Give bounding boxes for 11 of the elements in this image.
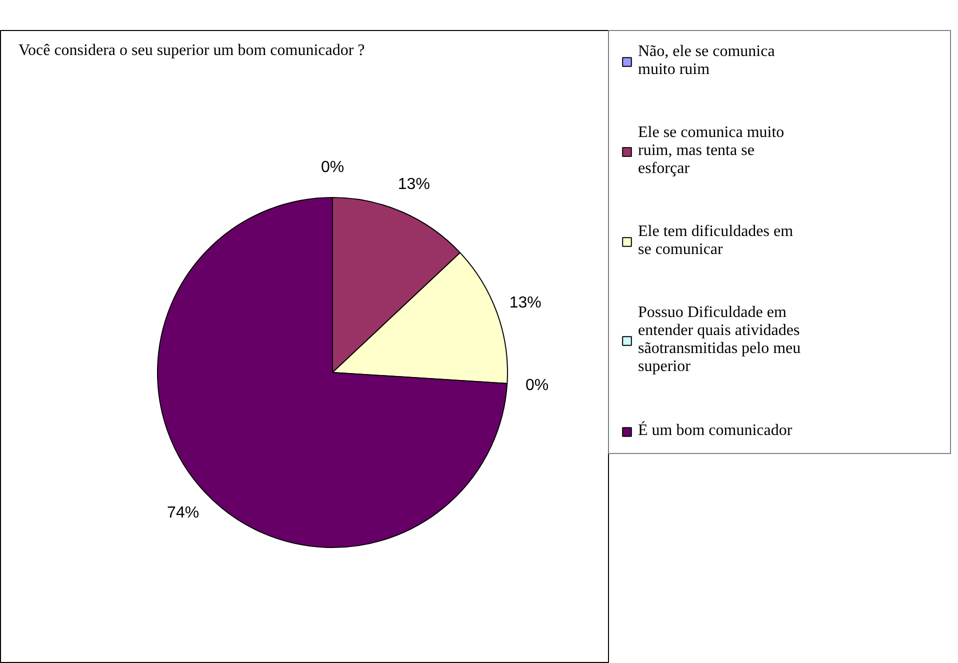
- legend-label: É um bom comunicador: [638, 421, 794, 441]
- text: 0%: [320, 159, 344, 176]
- text: 0%: [526, 376, 549, 394]
- data-label: 13%: [509, 294, 542, 312]
- legend-label: Não, ele se comunica muito ruim: [638, 43, 776, 79]
- text: Você considera o seu superior um bom comunicador ?: [18, 42, 365, 59]
- legend-label: Possuo Dificuldade em entender quais atividades sãotransmitidas pelo meu superior: [638, 304, 802, 376]
- legend-label: Ele tem dificuldades em se comunicar: [638, 223, 794, 259]
- legend-label: Ele se comunica muito ruim, mas tenta se esforçar: [638, 124, 786, 178]
- data-label: 74%: [167, 504, 200, 522]
- data-label: 13%: [398, 176, 430, 193]
